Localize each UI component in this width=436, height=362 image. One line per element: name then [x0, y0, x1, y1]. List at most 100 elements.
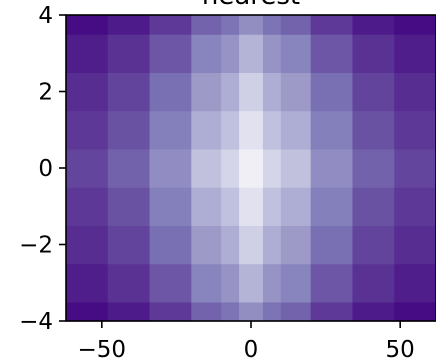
heatmap-cell: [221, 225, 240, 265]
heatmap-cell: [149, 263, 192, 303]
heatmap-cell: [221, 15, 240, 35]
heatmap-cell: [107, 187, 151, 226]
heatmap-cell: [66, 301, 109, 322]
heatmap-cell: [262, 34, 282, 73]
heatmap-cell: [66, 263, 109, 303]
heatmap-cell: [149, 15, 192, 35]
heatmap-cell: [149, 187, 192, 226]
y-tick-label: 2: [38, 80, 53, 106]
heatmap-cell: [251, 148, 264, 188]
heatmap-cell: [310, 187, 354, 226]
heatmap-cell: [239, 148, 252, 188]
heatmap-cell: [251, 110, 264, 150]
heatmap-cell: [107, 72, 151, 112]
heatmap-cell: [221, 148, 240, 188]
heatmap-cell: [352, 225, 395, 265]
heatmap-cell: [262, 72, 282, 112]
x-axis: −50 0 50: [78, 321, 415, 362]
heatmap-cell: [352, 301, 395, 322]
heatmap-cell: [251, 301, 264, 322]
y-tick-label: 4: [38, 3, 53, 29]
heatmap-cell: [66, 148, 109, 188]
heatmap-cell: [280, 148, 312, 188]
heatmap-cell: [221, 187, 240, 226]
heatmap-cell: [107, 263, 151, 303]
heatmap-cell: [251, 187, 264, 226]
heatmap-cell: [149, 148, 192, 188]
heatmap-cell: [394, 148, 436, 188]
heatmap-cell: [107, 148, 151, 188]
heatmap-cell: [262, 225, 282, 265]
heatmap-cell: [221, 110, 240, 150]
heatmap-cell: [221, 263, 240, 303]
heatmap-cell: [251, 263, 264, 303]
heatmap-cell: [262, 301, 282, 322]
heatmap-cell: [280, 110, 312, 150]
heatmap-cell: [352, 148, 395, 188]
heatmap-cell: [352, 15, 395, 35]
heatmap-cell: [352, 187, 395, 226]
heatmap-cell: [394, 34, 436, 73]
heatmap-cell: [239, 72, 252, 112]
heatmap-cell: [107, 34, 151, 73]
heatmap-cell: [352, 34, 395, 73]
heatmap-cell: [239, 225, 252, 265]
heatmap-cell: [280, 72, 312, 112]
heatmap-cell: [191, 225, 222, 265]
heatmap-cell: [280, 15, 312, 35]
heatmap-cell: [191, 301, 222, 322]
heatmap-cell: [107, 110, 151, 150]
heatmap-cell: [310, 225, 354, 265]
heatmap-cell: [352, 110, 395, 150]
heatmap-cell: [394, 263, 436, 303]
heatmap-cell: [221, 34, 240, 73]
heatmap-cell: [251, 15, 264, 35]
heatmap-cell: [251, 225, 264, 265]
heatmap-cell: [149, 301, 192, 322]
heatmap-cell: [191, 187, 222, 226]
heatmap-cell: [394, 110, 436, 150]
heatmap-cell: [352, 72, 395, 112]
heatmap-cell: [310, 301, 354, 322]
heatmap-cell: [280, 34, 312, 73]
heatmap-cell: [239, 263, 252, 303]
heatmap-cell: [310, 15, 354, 35]
chart-title: nearest: [202, 0, 300, 11]
heatmap-cell: [191, 148, 222, 188]
heatmap-cell: [310, 110, 354, 150]
y-tick-label: −2: [19, 233, 53, 259]
heatmap-cell: [280, 225, 312, 265]
y-tick-label: 0: [38, 156, 53, 182]
heatmap-cell: [262, 148, 282, 188]
heatmap-cell: [66, 15, 109, 35]
heatmap-cell: [280, 187, 312, 226]
heatmap-cell: [191, 72, 222, 112]
heatmap-cell: [107, 301, 151, 322]
y-axis: −4 −2 0 2 4: [19, 3, 66, 335]
heatmap-cell: [66, 225, 109, 265]
heatmap-cell: [251, 34, 264, 73]
heatmap-cell: [310, 34, 354, 73]
heatmap-cells: [66, 15, 436, 322]
heatmap-cell: [310, 72, 354, 112]
heatmap-cell: [107, 225, 151, 265]
heatmap-cell: [221, 72, 240, 112]
heatmap-cell: [149, 225, 192, 265]
heatmap-cell: [262, 15, 282, 35]
heatmap-cell: [394, 187, 436, 226]
heatmap-cell: [191, 110, 222, 150]
heatmap-cell: [239, 15, 252, 35]
heatmap-cell: [262, 187, 282, 226]
heatmap-cell: [394, 225, 436, 265]
heatmap-cell: [66, 72, 109, 112]
heatmap-cell: [251, 72, 264, 112]
heatmap-cell: [221, 301, 240, 322]
heatmap-cell: [191, 263, 222, 303]
heatmap-cell: [149, 72, 192, 112]
heatmap-cell: [394, 72, 436, 112]
heatmap-cell: [262, 110, 282, 150]
heatmap-cell: [107, 15, 151, 35]
heatmap-cell: [394, 301, 436, 322]
heatmap-cell: [310, 148, 354, 188]
heatmap-cell: [239, 110, 252, 150]
